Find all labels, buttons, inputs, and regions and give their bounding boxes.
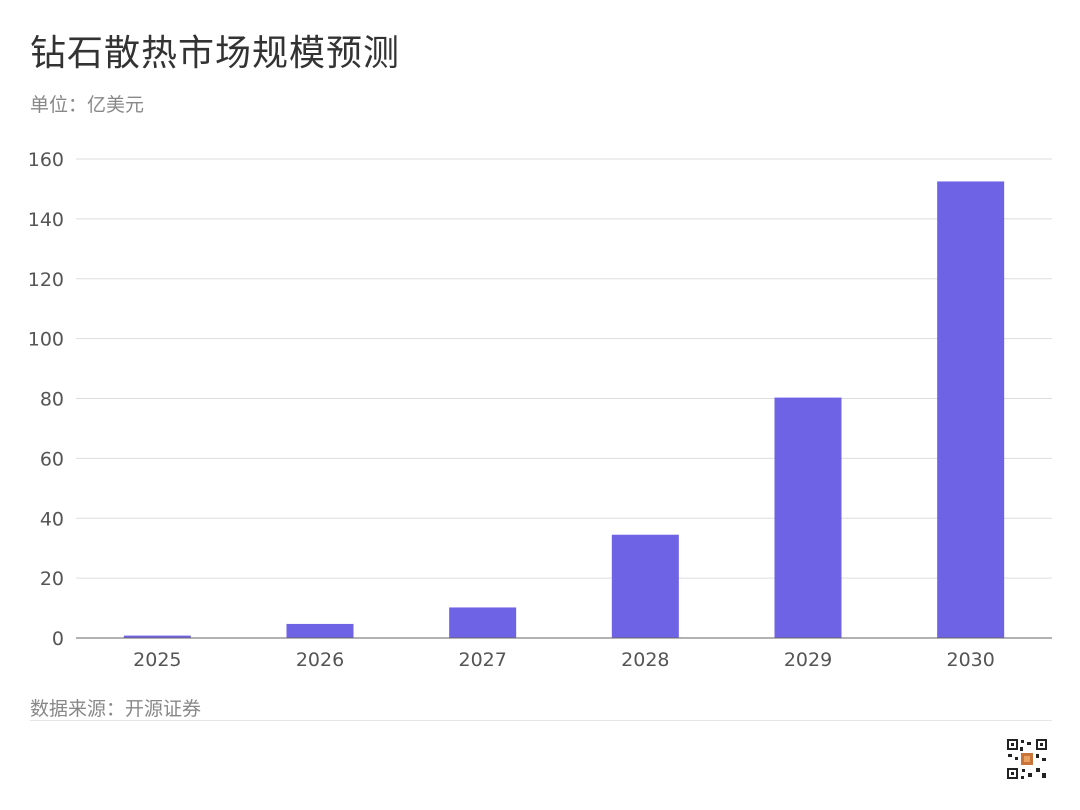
- bar-2030: [937, 181, 1005, 638]
- y-tick-label: 20: [40, 568, 64, 590]
- y-tick-label: 0: [52, 628, 64, 650]
- y-tick-label: 80: [40, 389, 64, 411]
- unit-label: 单位：亿美元: [30, 94, 145, 116]
- y-tick-label: 140: [28, 209, 64, 231]
- source-divider: [30, 720, 1052, 721]
- y-tick-label: 40: [40, 508, 64, 530]
- x-tick-label: 2030: [946, 649, 994, 671]
- chart-title: 钻石散热市场规模预测: [30, 33, 401, 74]
- bars: [123, 181, 1005, 638]
- bar-2028: [611, 534, 679, 638]
- bar-2025: [123, 635, 191, 638]
- y-tick-labels: 0 20 40 60 80 100 120 140 160: [28, 149, 64, 650]
- x-tick-label: 2026: [296, 649, 344, 671]
- y-tick-label: 100: [28, 329, 64, 351]
- y-tick-label: 60: [40, 448, 64, 470]
- qr-code-icon[interactable]: [1006, 738, 1048, 780]
- y-tick-label: 160: [28, 149, 64, 171]
- x-tick-labels: 2025 2026 2027 2028 2029 2030: [133, 649, 995, 671]
- grid-lines: [76, 158, 1052, 579]
- x-tick-label: 2028: [621, 649, 669, 671]
- bar-2029: [774, 397, 842, 638]
- x-tick-label: 2027: [458, 649, 506, 671]
- x-tick-label: 2029: [784, 649, 832, 671]
- data-source: 数据来源：开源证券: [30, 698, 202, 720]
- x-tick-label: 2025: [133, 649, 181, 671]
- bar-2027: [449, 607, 517, 638]
- y-tick-label: 120: [28, 269, 64, 291]
- bar-2026: [286, 623, 354, 638]
